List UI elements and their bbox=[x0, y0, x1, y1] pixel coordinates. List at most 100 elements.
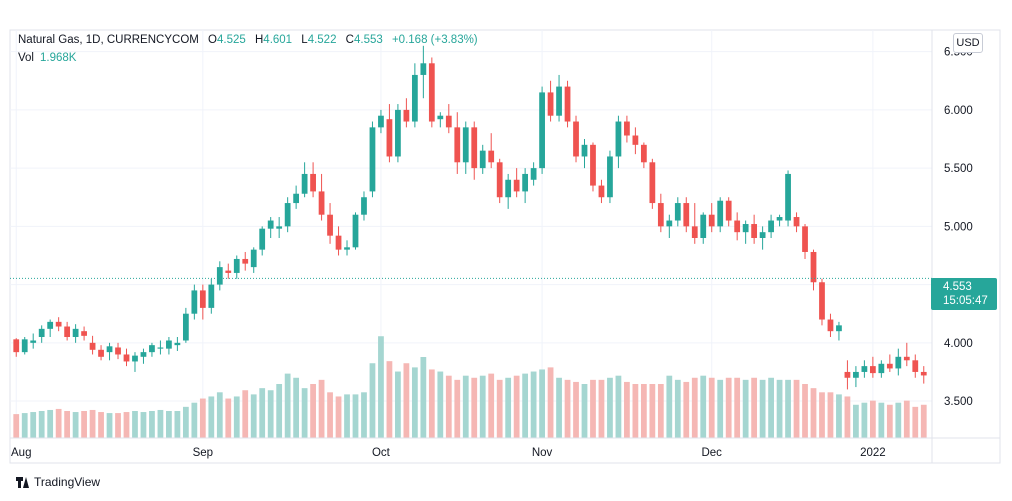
candle-body bbox=[55, 321, 62, 327]
candle-body bbox=[802, 226, 808, 252]
volume-bar bbox=[411, 367, 418, 438]
candle-body bbox=[869, 366, 876, 374]
candle-body bbox=[759, 232, 766, 238]
volume-bar bbox=[233, 396, 240, 438]
candle-body bbox=[378, 115, 384, 128]
volume-bar bbox=[89, 409, 96, 438]
candle-body bbox=[827, 319, 834, 332]
volume-bar bbox=[657, 384, 664, 438]
candle-body bbox=[395, 109, 401, 157]
volume-bar bbox=[267, 390, 274, 438]
volume-bar bbox=[819, 392, 825, 438]
volume-bar bbox=[276, 384, 283, 438]
volume-bar bbox=[132, 411, 138, 438]
volume-bar bbox=[708, 377, 715, 438]
candle-body bbox=[157, 347, 164, 349]
volume-bar bbox=[191, 402, 198, 438]
volume-bar bbox=[615, 375, 622, 438]
candle-body bbox=[115, 347, 121, 355]
volume-bar bbox=[378, 336, 384, 438]
volume-bar bbox=[344, 394, 350, 438]
high-label: H bbox=[254, 34, 264, 46]
candle-body bbox=[590, 144, 596, 186]
close-value: 4.553 bbox=[353, 34, 383, 46]
candle-body bbox=[920, 371, 927, 376]
candle-body bbox=[369, 127, 376, 192]
candle-body bbox=[98, 349, 104, 357]
volume-bar bbox=[13, 414, 20, 438]
volume-bar bbox=[174, 411, 181, 438]
volume-bar bbox=[496, 379, 503, 438]
last-price-tag: 4.553 15:05:47 bbox=[931, 278, 997, 310]
volume-bar bbox=[361, 392, 367, 438]
y-tick-label: 5.500 bbox=[944, 163, 973, 175]
volume-label[interactable]: Vol bbox=[18, 52, 34, 64]
candle-body bbox=[344, 247, 350, 250]
volume-bar bbox=[802, 384, 808, 438]
y-tick-label: 5.000 bbox=[944, 221, 973, 233]
candle-body bbox=[64, 326, 71, 337]
volume-bar bbox=[683, 381, 690, 438]
candle-body bbox=[123, 354, 130, 362]
volume-bar bbox=[547, 367, 554, 438]
low-value: 4.522 bbox=[307, 34, 337, 46]
legend-ohlc: Natural Gas, 1D, CURRENCYCOM O4.525 H4.6… bbox=[18, 34, 484, 46]
volume-bar bbox=[691, 377, 698, 438]
candle-body bbox=[844, 371, 851, 378]
candle-body bbox=[89, 342, 96, 350]
volume-bar bbox=[335, 396, 342, 438]
candle-body bbox=[30, 340, 37, 343]
volume-bar bbox=[140, 412, 147, 438]
candle-body bbox=[318, 191, 325, 215]
high-value: 4.601 bbox=[263, 34, 293, 46]
candle-body bbox=[233, 258, 240, 273]
volume-bar bbox=[920, 404, 927, 438]
candle-body bbox=[445, 115, 452, 128]
candle-body bbox=[539, 92, 545, 169]
symbol-title[interactable]: Natural Gas, 1D, CURRENCYCOM bbox=[18, 34, 199, 46]
x-tick-label: Sep bbox=[193, 447, 213, 459]
volume-bar bbox=[123, 412, 130, 438]
volume-bar bbox=[640, 384, 647, 438]
volume-bar bbox=[259, 388, 266, 438]
candle-body bbox=[615, 121, 622, 157]
volume-bar bbox=[55, 408, 62, 438]
volume-bar bbox=[182, 406, 189, 438]
candle-body bbox=[708, 214, 715, 227]
candle-body bbox=[462, 127, 469, 163]
volume-bar bbox=[742, 379, 749, 438]
chart-frame bbox=[9, 29, 1001, 464]
volume-bar bbox=[513, 375, 520, 438]
currency-button[interactable]: USD bbox=[953, 33, 983, 53]
candle-body bbox=[878, 363, 885, 374]
volume-bar bbox=[861, 402, 868, 438]
volume-bar bbox=[454, 379, 461, 438]
candle-body bbox=[547, 92, 554, 116]
volume-bar bbox=[564, 379, 571, 438]
volume-bar bbox=[72, 412, 79, 438]
volume-bar bbox=[598, 379, 605, 438]
volume-bar bbox=[471, 377, 478, 438]
brand[interactable]: TradingView bbox=[16, 475, 100, 489]
candle-body bbox=[734, 220, 741, 233]
volume-bar bbox=[895, 402, 902, 438]
candle-body bbox=[420, 63, 427, 75]
candle-body bbox=[700, 214, 707, 238]
volume-bar bbox=[293, 377, 300, 438]
volume-bar bbox=[98, 412, 104, 438]
candle-body bbox=[428, 63, 435, 122]
volume-bar bbox=[836, 394, 842, 438]
time-axis[interactable]: AugSepOctNovDec2022Feb bbox=[11, 447, 1012, 459]
volume-bar bbox=[395, 371, 401, 438]
x-tick-label: Aug bbox=[11, 447, 31, 459]
candle-body bbox=[861, 366, 868, 372]
countdown-timer: 15:05:47 bbox=[943, 295, 988, 307]
low-label: L bbox=[301, 34, 308, 46]
x-tick-label: Nov bbox=[532, 447, 553, 459]
volume-bar bbox=[607, 377, 613, 438]
volume-bar bbox=[327, 392, 333, 438]
candle-body bbox=[361, 197, 367, 215]
candle-body bbox=[411, 74, 418, 122]
